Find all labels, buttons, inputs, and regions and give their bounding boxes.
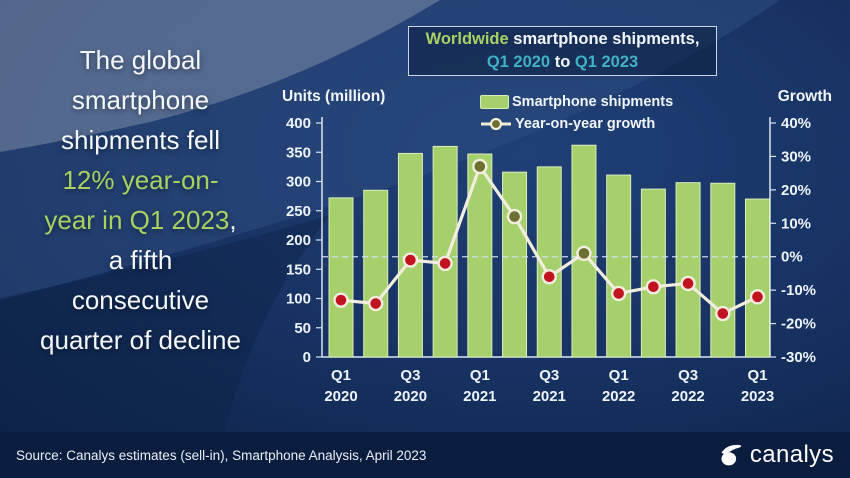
headline: The global smartphone shipments fell 12%… bbox=[38, 40, 243, 360]
headline-text-white-1: The global smartphone shipments fell bbox=[61, 45, 220, 155]
chart-title-box: Worldwide smartphone shipments, Q1 2020 … bbox=[408, 26, 717, 76]
chart-legend: Smartphone shipments Year-on-year growth bbox=[480, 93, 673, 137]
right-axis-title: Growth bbox=[777, 88, 832, 105]
canalys-logo-icon bbox=[721, 444, 742, 466]
chart-title-line1: Worldwide smartphone shipments, bbox=[425, 30, 700, 48]
legend-label-shipments: Smartphone shipments bbox=[512, 93, 674, 110]
left-axis-title: Units (million) bbox=[282, 88, 386, 105]
headline-text-white-2: , a fifth consecutive quarter of decline bbox=[40, 205, 241, 355]
legend-item-shipments: Smartphone shipments bbox=[480, 93, 673, 110]
legend-label-growth: Year-on-year growth bbox=[515, 115, 656, 132]
footer-bar: Source: Canalys estimates (sell-in), Sma… bbox=[0, 432, 850, 478]
source-note: Source: Canalys estimates (sell-in), Sma… bbox=[16, 447, 427, 463]
headline-text-green: 12% year-on-year in Q1 2023 bbox=[44, 165, 230, 235]
chart-title-line2: Q1 2020 to Q1 2023 bbox=[486, 53, 639, 71]
legend-item-growth: Year-on-year growth bbox=[480, 115, 673, 132]
canalys-logo: canalys bbox=[719, 441, 834, 469]
bar-swatch-icon bbox=[480, 94, 509, 109]
canalys-logo-text: canalys bbox=[749, 441, 834, 468]
line-marker-icon bbox=[481, 117, 511, 130]
